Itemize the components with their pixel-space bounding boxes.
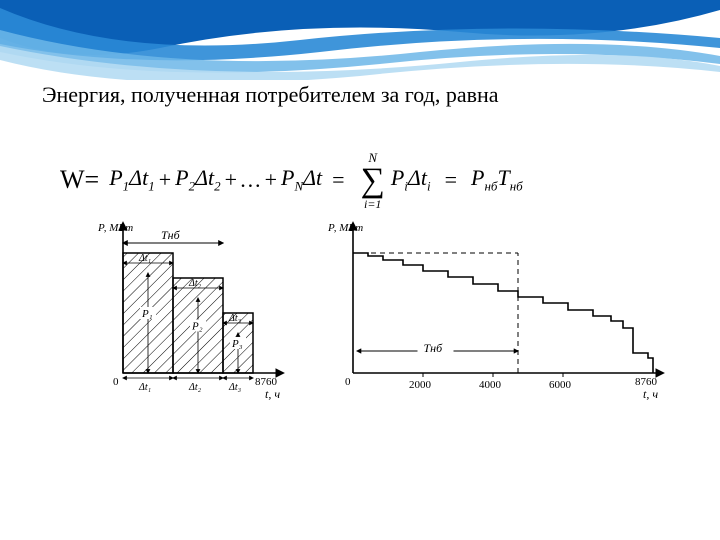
svg-text:Тнб: Тнб bbox=[424, 341, 444, 355]
svg-text:6000: 6000 bbox=[549, 379, 572, 391]
sum-body: PiΔti bbox=[391, 165, 431, 194]
svg-text:P₂: P₂ bbox=[191, 321, 203, 333]
chart-right: Р, МВт Тнб 200040006000 0 8760 t, ч bbox=[327, 222, 663, 401]
slide-title: Энергия, полученная потребителем за год,… bbox=[42, 82, 499, 108]
svg-text:Δt₂: Δt₂ bbox=[188, 278, 202, 289]
svg-text:Δt₁: Δt₁ bbox=[138, 253, 151, 264]
svg-text:P₃: P₃ bbox=[231, 338, 243, 350]
svg-text:t, ч: t, ч bbox=[265, 387, 280, 401]
svg-text:Р, МВт: Р, МВт bbox=[327, 222, 363, 234]
svg-text:0: 0 bbox=[113, 376, 119, 388]
termN: PNΔt bbox=[281, 165, 322, 194]
ylabel: Р, МВт bbox=[97, 222, 133, 234]
Tnb-label: Тнб bbox=[161, 228, 181, 242]
svg-text:Δt₂: Δt₂ bbox=[188, 382, 202, 393]
term-dots: … bbox=[241, 167, 261, 193]
header-wave bbox=[0, 0, 720, 80]
charts: Р, МВт Тнб Δt₁Δt₂Δt₃ P₁P₂P₃ Δt₁Δt₂Δt₃ 0 … bbox=[95, 215, 675, 405]
term1: P1Δt1 bbox=[109, 165, 154, 194]
svg-text:Δt₁: Δt₁ bbox=[138, 382, 151, 393]
chart-left: Р, МВт Тнб Δt₁Δt₂Δt₃ P₁P₂P₃ Δt₁Δt₂Δt₃ 0 … bbox=[97, 222, 283, 401]
svg-text:Δt₃: Δt₃ bbox=[228, 313, 242, 324]
rhs: PнбTнб bbox=[471, 165, 523, 194]
summation: N ∑ i=1 bbox=[361, 151, 385, 210]
svg-text:2000: 2000 bbox=[409, 379, 432, 391]
term2: P2Δt2 bbox=[175, 165, 220, 194]
svg-text:0: 0 bbox=[345, 376, 351, 388]
svg-text:Δt₃: Δt₃ bbox=[228, 382, 242, 393]
svg-text:4000: 4000 bbox=[479, 379, 502, 391]
svg-text:P₁: P₁ bbox=[141, 308, 153, 320]
formula-W: W= bbox=[60, 165, 99, 195]
energy-formula: W= P1Δt1 + P2Δt2 + … + PNΔt = N ∑ i=1 Pi… bbox=[60, 150, 700, 210]
svg-text:t, ч: t, ч bbox=[643, 387, 658, 401]
